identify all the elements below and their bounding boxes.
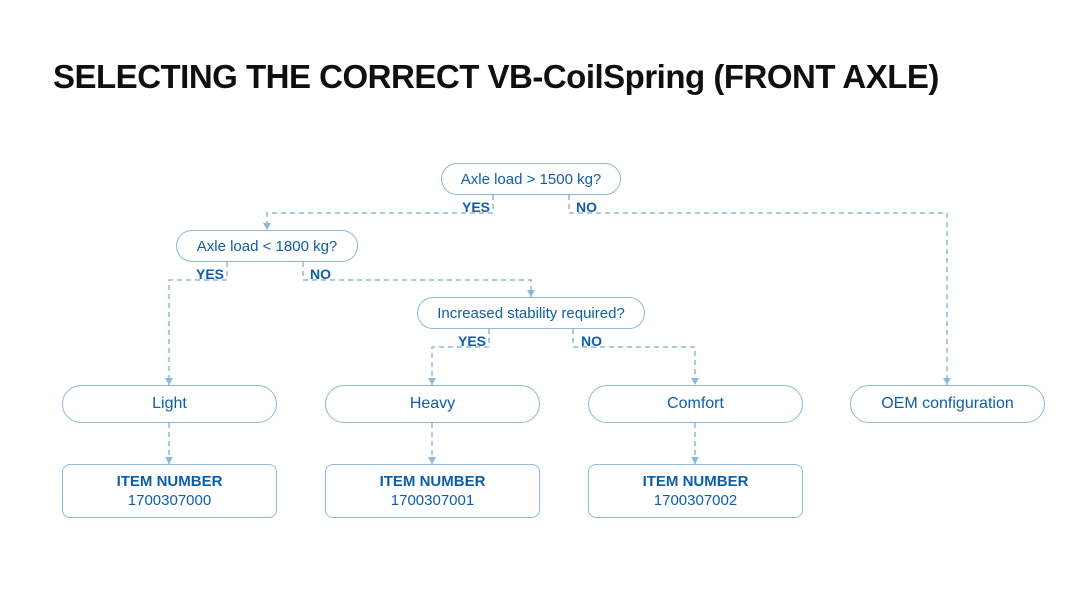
item-heavy: ITEM NUMBER 1700307001 — [325, 464, 540, 518]
outcome-comfort-text: Comfort — [667, 395, 724, 413]
decision-q3-text: Increased stability required? — [437, 305, 625, 322]
outcome-oem: OEM configuration — [850, 385, 1045, 423]
outcome-comfort: Comfort — [588, 385, 803, 423]
decision-q1: Axle load > 1500 kg? — [441, 163, 621, 195]
outcome-oem-text: OEM configuration — [881, 395, 1014, 413]
edge-q2-no: NO — [310, 266, 331, 282]
page-title: SELECTING THE CORRECT VB-CoilSpring (FRO… — [53, 58, 939, 96]
edge-q2-yes: YES — [196, 266, 224, 282]
edge-q3-no: NO — [581, 333, 602, 349]
decision-q2: Axle load < 1800 kg? — [176, 230, 358, 262]
decision-q1-text: Axle load > 1500 kg? — [461, 171, 602, 188]
outcome-heavy: Heavy — [325, 385, 540, 423]
item-light-number: 1700307000 — [128, 491, 211, 511]
item-light: ITEM NUMBER 1700307000 — [62, 464, 277, 518]
outcome-light: Light — [62, 385, 277, 423]
item-comfort: ITEM NUMBER 1700307002 — [588, 464, 803, 518]
outcome-heavy-text: Heavy — [410, 395, 455, 413]
outcome-light-text: Light — [152, 395, 187, 413]
edge-q3-yes: YES — [458, 333, 486, 349]
item-heavy-number: 1700307001 — [391, 491, 474, 511]
item-comfort-number: 1700307002 — [654, 491, 737, 511]
item-comfort-header: ITEM NUMBER — [643, 472, 749, 492]
item-light-header: ITEM NUMBER — [117, 472, 223, 492]
flowchart-canvas: SELECTING THE CORRECT VB-CoilSpring (FRO… — [0, 0, 1080, 608]
decision-q3: Increased stability required? — [417, 297, 645, 329]
decision-q2-text: Axle load < 1800 kg? — [197, 238, 338, 255]
item-heavy-header: ITEM NUMBER — [380, 472, 486, 492]
edge-q1-no: NO — [576, 199, 597, 215]
edge-q1-yes: YES — [462, 199, 490, 215]
